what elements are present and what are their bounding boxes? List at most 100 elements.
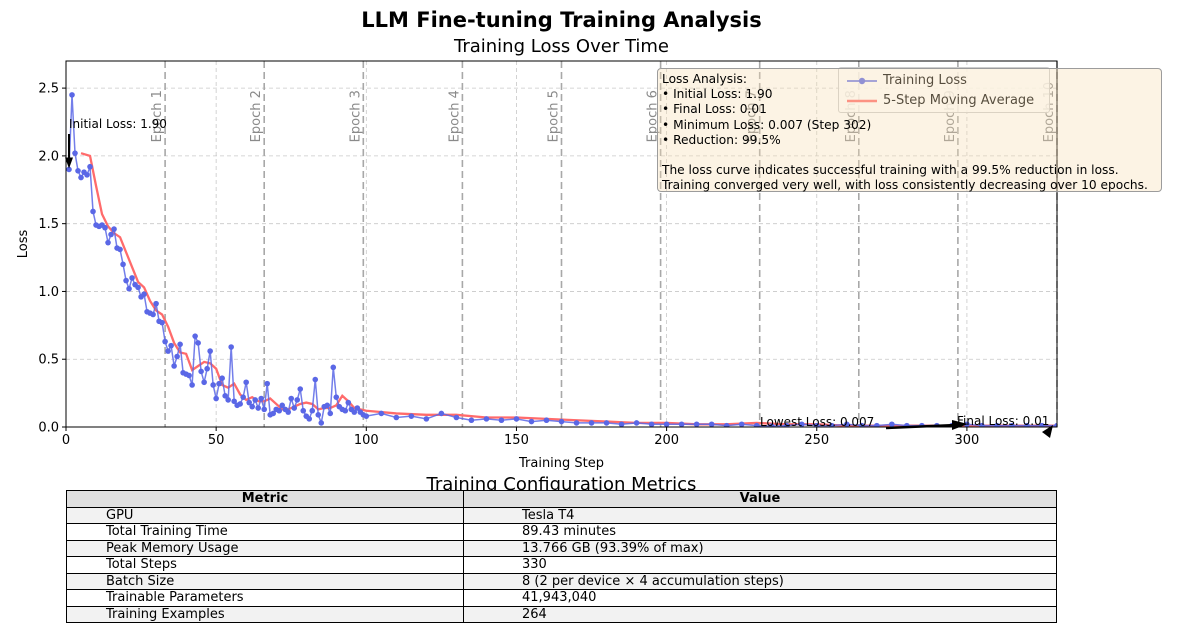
analysis-line: • Initial Loss: 1.90	[662, 87, 773, 102]
training-loss-point	[177, 341, 183, 348]
annotation-final-loss: Final Loss: 0.01	[957, 414, 1049, 428]
metrics-table: Metric Value GPU Tesla T4 Total Training…	[66, 490, 1057, 623]
training-loss-point	[312, 376, 319, 383]
training-loss-point	[210, 382, 216, 388]
training-loss-point	[1039, 422, 1045, 427]
analysis-line: Loss Analysis:	[662, 72, 747, 86]
training-loss-point	[828, 422, 835, 427]
annotation-lowest-loss: Lowest Loss: 0.007	[760, 415, 874, 429]
annotation-arrowhead-initial	[65, 157, 74, 169]
value-cell: 41,943,040	[463, 589, 1057, 607]
training-loss-point	[87, 163, 93, 170]
training-loss-point	[255, 405, 261, 411]
header-metric: Metric	[66, 490, 464, 508]
x-axis-label: Training Step	[518, 456, 604, 470]
metric-cell: Total Steps	[66, 556, 464, 574]
table-header-row: Metric Value	[66, 490, 1057, 508]
training-loss-point	[219, 375, 225, 382]
training-loss-point	[72, 150, 78, 156]
x-tick-label: 300	[954, 433, 979, 448]
y-tick-label: 2.0	[38, 149, 59, 164]
training-loss-point	[324, 402, 331, 409]
training-loss-point	[354, 405, 361, 411]
table-row: Peak Memory Usage 13.766 GB (93.39% of m…	[66, 539, 1057, 557]
training-loss-point	[297, 386, 304, 392]
y-tick-label: 0.5	[38, 353, 59, 368]
figure-title: LLM Fine-tuning Training Analysis	[361, 8, 762, 32]
annotation-arrowhead-final	[1042, 425, 1053, 438]
analysis-line: • Reduction: 99.5%	[662, 132, 781, 147]
training-loss-point	[453, 414, 460, 421]
training-loss-point	[279, 402, 286, 409]
training-loss-point	[483, 416, 490, 422]
training-loss-point	[738, 421, 745, 427]
legend-item-training-loss: Training Loss	[845, 71, 1045, 91]
training-loss-point	[327, 410, 334, 417]
training-loss-point	[753, 422, 760, 427]
metric-cell: Peak Memory Usage	[66, 539, 464, 557]
metric-cell: Total Training Time	[66, 523, 464, 541]
training-loss-point	[90, 208, 96, 215]
training-loss-point	[228, 344, 234, 350]
analysis-line: The loss curve indicates successful trai…	[662, 163, 1119, 178]
annotation-arrow-lowest	[885, 423, 957, 430]
training-loss-point	[108, 231, 114, 238]
training-loss-point	[498, 417, 505, 424]
x-tick-label: 50	[208, 433, 225, 448]
training-loss-point	[120, 261, 126, 268]
training-loss-point	[333, 394, 340, 400]
metric-cell: Trainable Parameters	[66, 589, 464, 607]
training-loss-point	[813, 422, 820, 427]
training-loss-point	[408, 413, 415, 419]
annotation-initial-loss: Initial Loss: 1.90	[69, 117, 167, 131]
training-loss-point	[276, 407, 283, 414]
x-tick-label: 200	[654, 433, 679, 448]
training-loss-point	[102, 224, 108, 231]
table-row: GPU Tesla T4	[66, 506, 1057, 524]
training-loss-point	[393, 414, 400, 421]
table-row: Total Training Time 89.43 minutes	[66, 523, 1057, 541]
training-loss-point	[300, 407, 307, 414]
training-loss-point	[663, 421, 670, 427]
training-loss-point	[994, 422, 1000, 427]
analysis-line: Training converged very well, with loss …	[662, 178, 1148, 193]
legend-item-moving-average: 5-Step Moving Average	[845, 91, 1045, 111]
training-loss-point	[105, 239, 111, 246]
x-tick-label: 0	[62, 433, 70, 448]
training-loss-point	[240, 394, 246, 400]
epoch-label: Epoch 1	[150, 90, 165, 142]
training-loss-point	[618, 421, 625, 427]
training-loss-point	[423, 416, 430, 422]
training-loss-point	[258, 395, 264, 402]
training-loss-point	[528, 418, 535, 425]
training-loss-point	[558, 418, 565, 425]
chart-legend: Training Loss 5-Step Moving Average	[838, 67, 1050, 113]
training-loss-point	[306, 416, 313, 422]
training-loss-point	[438, 410, 445, 417]
value-cell: 264	[463, 605, 1057, 623]
training-loss-point	[237, 401, 243, 407]
training-loss-point	[225, 397, 231, 403]
training-loss-point	[603, 420, 610, 426]
training-loss-point	[261, 406, 268, 413]
training-loss-point	[126, 285, 132, 292]
legend-marker-moving-average	[847, 99, 877, 103]
training-loss-point	[859, 422, 865, 427]
training-loss-point	[69, 92, 75, 98]
training-loss-point	[573, 420, 580, 426]
training-loss-point	[648, 421, 655, 427]
legend-marker-training-loss	[847, 77, 877, 85]
training-loss-point	[309, 407, 316, 414]
value-cell: 89.43 minutes	[463, 523, 1057, 541]
training-loss-point	[288, 395, 295, 402]
training-loss-point	[708, 421, 715, 427]
training-loss-point	[351, 409, 358, 415]
training-loss-point	[693, 421, 700, 427]
table-row: Batch Size 8 (2 per device × 4 accumulat…	[66, 572, 1057, 590]
y-tick-label: 1.5	[38, 217, 59, 232]
epoch-label: Epoch 3	[348, 90, 363, 142]
training-loss-point	[165, 348, 171, 354]
analysis-line	[662, 148, 1157, 163]
chart-title: Training Loss Over Time	[453, 36, 669, 57]
training-loss-point	[315, 412, 322, 418]
